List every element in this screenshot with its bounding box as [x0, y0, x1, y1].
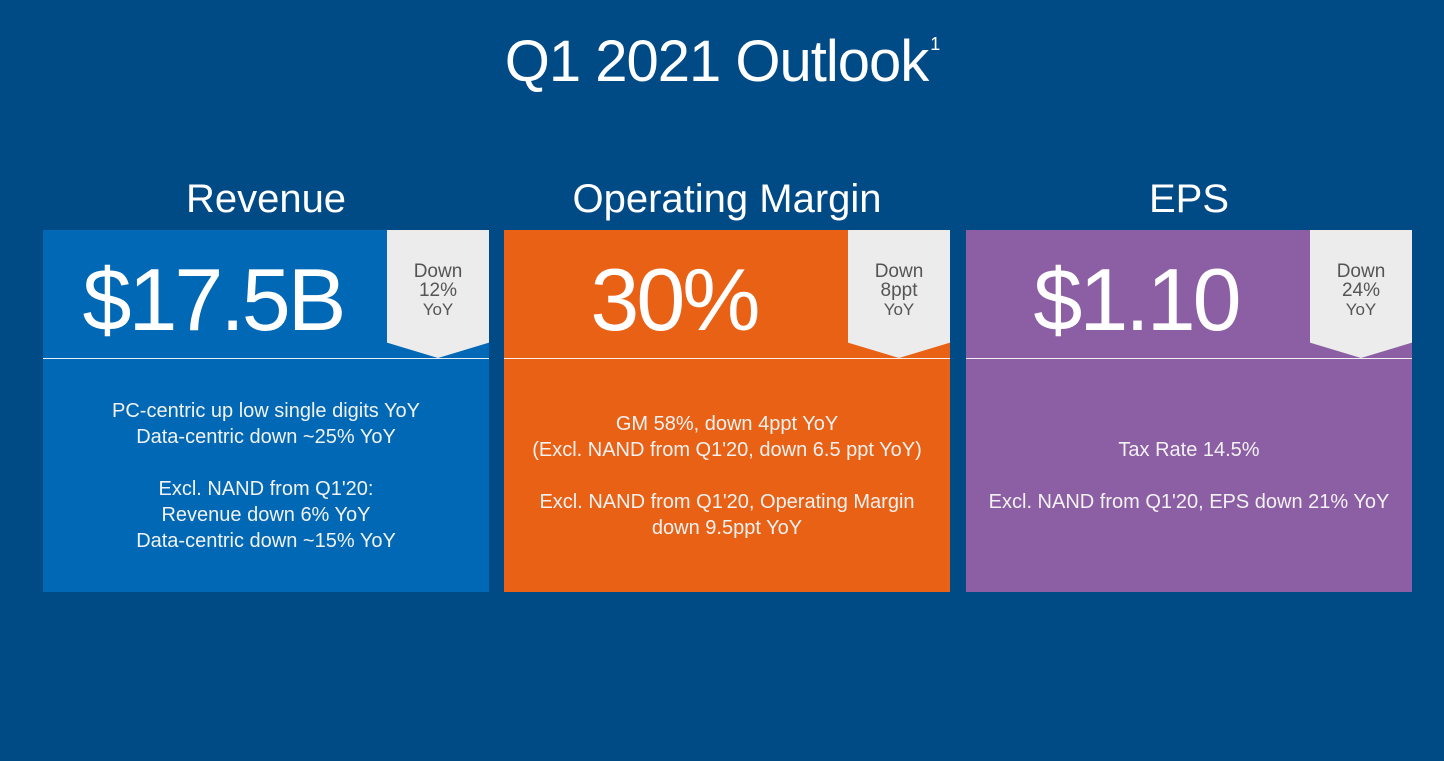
- operating-margin-card-top: 30% Down 8ppt YoY: [504, 230, 950, 359]
- title-text: Q1 2021 Outlook: [504, 29, 930, 94]
- detail-paragraph: GM 58%, down 4ppt YoY (Excl. NAND from Q…: [532, 411, 922, 463]
- badge-direction: Down: [413, 261, 463, 282]
- eps-column: EPS $1.10 Down 24% YoY Tax Rate 14.5% Ex…: [966, 170, 1412, 592]
- title-footnote: 1: [930, 34, 940, 54]
- badge-period: YoY: [1345, 300, 1377, 319]
- detail-line: Data-centric down ~25% YoY: [136, 426, 396, 448]
- detail-line: GM 58%, down 4ppt YoY: [615, 413, 839, 435]
- detail-line: Excl. NAND from Q1'20, EPS down 21% YoY: [988, 491, 1390, 513]
- eps-card-top: $1.10 Down 24% YoY: [966, 230, 1412, 359]
- eps-heading: EPS: [1148, 177, 1230, 221]
- badge-direction: Down: [1336, 261, 1386, 282]
- eps-value: $1.10: [1033, 250, 1241, 349]
- operating-margin-value: 30%: [590, 250, 760, 349]
- detail-line: Revenue down 6% YoY: [161, 504, 371, 526]
- detail-line: down 9.5ppt YoY: [651, 517, 803, 539]
- detail-line: PC-centric up low single digits YoY: [112, 400, 420, 422]
- revenue-heading: Revenue: [185, 177, 347, 221]
- detail-paragraph: Excl. NAND from Q1'20, EPS down 21% YoY: [989, 489, 1390, 515]
- detail-paragraph: Excl. NAND from Q1'20: Revenue down 6% Y…: [136, 476, 396, 554]
- badge-amount: 8ppt: [880, 280, 918, 301]
- detail-paragraph: PC-centric up low single digits YoY Data…: [112, 398, 420, 450]
- badge-amount: 24%: [1341, 280, 1381, 301]
- revenue-change-badge: Down 12% YoY: [387, 230, 489, 358]
- detail-line: (Excl. NAND from Q1'20, down 6.5 ppt YoY…: [532, 439, 922, 461]
- operating-margin-details: GM 58%, down 4ppt YoY (Excl. NAND from Q…: [504, 360, 950, 592]
- operating-margin-card: 30% Down 8ppt YoY GM 58%, down 4ppt YoY …: [504, 230, 950, 592]
- revenue-card: $17.5B Down 12% YoY PC-centric up low si…: [43, 230, 489, 592]
- slide-title: Q1 2021 Outlook 1: [0, 28, 1444, 95]
- eps-card: $1.10 Down 24% YoY Tax Rate 14.5% Excl. …: [966, 230, 1412, 592]
- eps-change-badge: Down 24% YoY: [1310, 230, 1412, 358]
- badge-direction: Down: [874, 261, 924, 282]
- detail-line: Data-centric down ~15% YoY: [136, 530, 396, 552]
- detail-paragraph: Excl. NAND from Q1'20, Operating Margin …: [539, 489, 914, 541]
- revenue-card-top: $17.5B Down 12% YoY: [43, 230, 489, 359]
- badge-period: YoY: [883, 300, 915, 319]
- operating-margin-heading: Operating Margin: [572, 177, 882, 221]
- operating-margin-column: Operating Margin 30% Down 8ppt YoY GM 58…: [504, 170, 950, 592]
- detail-paragraph: Tax Rate 14.5%: [1118, 437, 1259, 463]
- operating-margin-change-badge: Down 8ppt YoY: [848, 230, 950, 358]
- badge-amount: 12%: [418, 280, 458, 301]
- eps-details: Tax Rate 14.5% Excl. NAND from Q1'20, EP…: [966, 360, 1412, 592]
- badge-period: YoY: [422, 300, 454, 319]
- revenue-value: $17.5B: [82, 250, 347, 349]
- revenue-details: PC-centric up low single digits YoY Data…: [43, 360, 489, 592]
- revenue-column: Revenue $17.5B Down 12% YoY PC-centric u…: [43, 170, 489, 592]
- detail-line: Excl. NAND from Q1'20, Operating Margin: [539, 491, 915, 513]
- detail-line: Excl. NAND from Q1'20:: [158, 478, 374, 500]
- detail-line: Tax Rate 14.5%: [1118, 439, 1260, 461]
